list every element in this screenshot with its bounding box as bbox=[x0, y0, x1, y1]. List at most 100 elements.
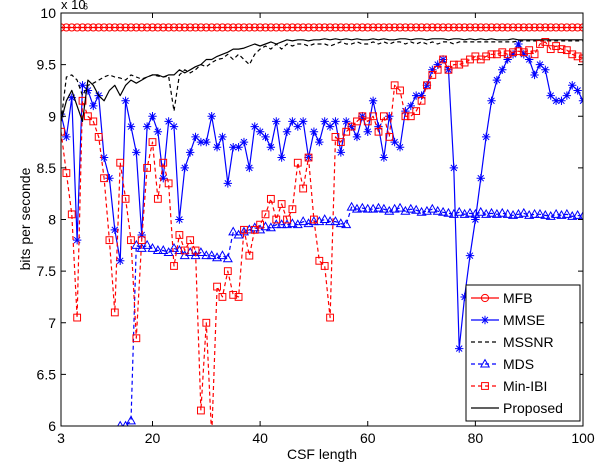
data-point bbox=[61, 127, 65, 136]
data-point bbox=[374, 122, 383, 131]
x-tick-label: 3 bbox=[57, 430, 65, 446]
data-point bbox=[454, 206, 465, 216]
legend-label: MMSE bbox=[503, 312, 545, 328]
data-point bbox=[513, 208, 524, 218]
data-point bbox=[282, 23, 292, 32]
legend-item: MSSNR bbox=[471, 334, 554, 350]
data-point bbox=[179, 250, 190, 260]
data-point bbox=[562, 23, 571, 32]
data-point bbox=[498, 48, 507, 57]
data-point bbox=[266, 143, 276, 152]
data-point bbox=[245, 23, 254, 32]
data-point bbox=[487, 23, 496, 32]
data-point bbox=[142, 122, 152, 131]
y-tick-label: 7 bbox=[48, 315, 56, 331]
data-point bbox=[385, 23, 394, 32]
data-point bbox=[164, 179, 173, 188]
data-point bbox=[126, 122, 136, 131]
data-point bbox=[342, 23, 351, 32]
data-point bbox=[239, 137, 249, 147]
data-point bbox=[524, 209, 535, 219]
data-point bbox=[186, 23, 195, 32]
data-point bbox=[482, 23, 491, 32]
data-point bbox=[336, 23, 345, 32]
data-point bbox=[159, 174, 168, 183]
data-point bbox=[471, 215, 480, 224]
data-point bbox=[433, 65, 442, 74]
data-point bbox=[363, 117, 372, 126]
data-point bbox=[206, 250, 217, 260]
data-point bbox=[567, 210, 578, 220]
y-tick-label: 9 bbox=[48, 108, 56, 124]
series-proposed bbox=[61, 38, 583, 123]
data-point bbox=[427, 203, 438, 213]
data-point bbox=[514, 23, 523, 32]
data-point bbox=[89, 101, 98, 111]
data-point bbox=[78, 81, 87, 90]
data-point bbox=[379, 153, 389, 162]
data-point bbox=[401, 112, 410, 121]
data-point bbox=[315, 256, 324, 265]
data-point bbox=[519, 48, 528, 57]
data-point bbox=[271, 219, 282, 229]
data-point bbox=[94, 133, 103, 141]
data-point bbox=[374, 127, 383, 136]
data-point bbox=[465, 251, 475, 260]
data-point bbox=[325, 122, 335, 131]
y-tick-label: 6 bbox=[48, 418, 56, 434]
data-point bbox=[498, 23, 507, 32]
series-line bbox=[61, 38, 583, 123]
data-point bbox=[83, 23, 93, 32]
data-point bbox=[352, 23, 362, 32]
data-point bbox=[78, 23, 87, 32]
data-point bbox=[573, 86, 582, 95]
data-point bbox=[401, 106, 410, 116]
data-point bbox=[261, 132, 270, 142]
series-min-ibi bbox=[61, 38, 583, 426]
x-axis-label: CSF length bbox=[287, 446, 357, 462]
data-point bbox=[492, 23, 501, 32]
data-point bbox=[125, 415, 137, 425]
data-point bbox=[115, 256, 125, 265]
data-point bbox=[240, 225, 248, 234]
data-point bbox=[465, 23, 475, 32]
data-point bbox=[299, 23, 308, 32]
data-point bbox=[229, 23, 238, 32]
data-point bbox=[89, 117, 98, 126]
series-mfb bbox=[61, 23, 583, 32]
data-point bbox=[212, 23, 222, 32]
legend-item: MDS bbox=[471, 356, 534, 372]
data-point bbox=[191, 132, 200, 142]
data-point bbox=[449, 23, 458, 32]
data-point bbox=[159, 158, 168, 167]
data-point bbox=[525, 46, 534, 55]
data-point bbox=[152, 245, 163, 254]
data-point bbox=[127, 236, 135, 245]
data-point bbox=[293, 122, 302, 131]
data-point bbox=[132, 23, 141, 32]
data-point bbox=[67, 23, 76, 32]
data-point bbox=[503, 50, 512, 59]
data-point bbox=[272, 117, 281, 126]
data-point bbox=[411, 204, 422, 214]
data-point bbox=[395, 23, 405, 32]
data-point bbox=[379, 23, 388, 32]
data-point bbox=[416, 206, 427, 216]
data-point bbox=[320, 117, 329, 126]
data-point bbox=[309, 127, 319, 136]
data-point bbox=[148, 112, 157, 121]
data-point bbox=[368, 203, 379, 213]
data-point bbox=[503, 23, 512, 32]
data-point bbox=[170, 262, 178, 270]
data-point bbox=[148, 138, 157, 146]
data-point bbox=[541, 65, 550, 74]
data-point bbox=[191, 23, 200, 32]
data-point bbox=[335, 218, 346, 228]
x-tick-label: 80 bbox=[468, 430, 484, 446]
data-point bbox=[556, 209, 567, 219]
data-point bbox=[347, 23, 356, 32]
data-point bbox=[67, 93, 76, 102]
data-point bbox=[218, 23, 227, 32]
data-point bbox=[250, 23, 259, 32]
